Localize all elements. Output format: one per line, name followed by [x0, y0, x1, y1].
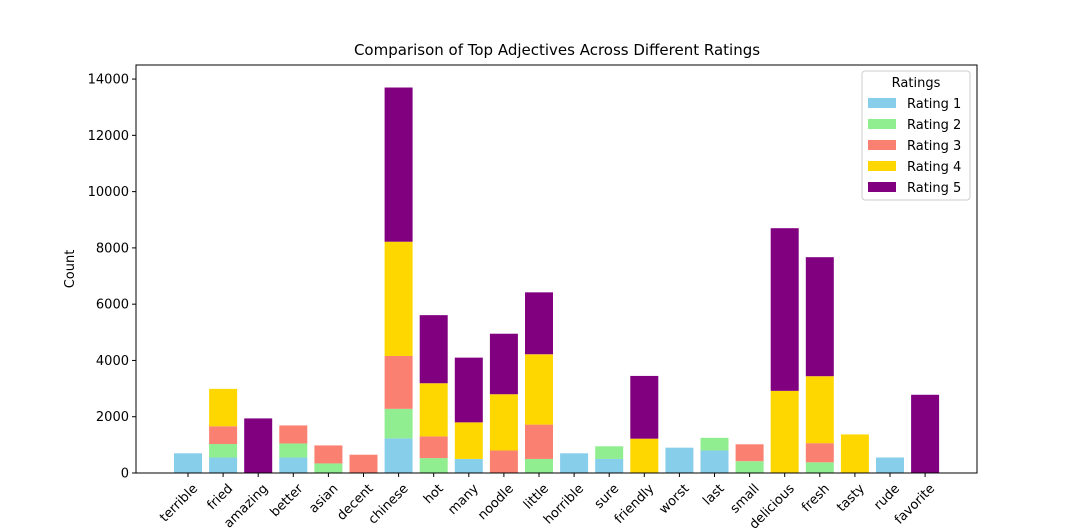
bar-chinese-rating-5: [384, 87, 413, 242]
bar-fried-rating-2: [209, 444, 238, 458]
bar-last-rating-2: [700, 437, 729, 451]
legend-label-rating-4: Rating 4: [907, 160, 961, 175]
legend-swatch-rating-3: [868, 140, 896, 150]
bar-friendly-rating-4: [630, 438, 659, 473]
chart-title: Comparison of Top Adjectives Across Diff…: [354, 41, 760, 59]
y-tick-label: 14000: [88, 73, 129, 88]
bar-chinese-rating-2: [384, 408, 413, 439]
x-tick-label: hot: [421, 481, 447, 507]
legend-swatch-rating-2: [868, 119, 896, 129]
legend-label-rating-3: Rating 3: [907, 139, 961, 154]
x-tick-label: tasty: [834, 481, 868, 515]
bar-amazing-rating-5: [244, 418, 273, 473]
x-tick-label: sure: [592, 481, 622, 511]
bar-last-rating-1: [700, 450, 729, 473]
bar-tasty-rating-4: [840, 434, 869, 473]
y-tick-label: 0: [121, 467, 129, 482]
y-tick-label: 12000: [88, 129, 129, 144]
bar-small-rating-2: [735, 461, 764, 473]
bar-delicious-rating-5: [770, 228, 799, 391]
bar-delicious-rating-4: [770, 390, 799, 473]
bar-better-rating-1: [279, 457, 308, 473]
x-tick-label: rude: [871, 481, 903, 513]
legend-label-rating-5: Rating 5: [907, 181, 961, 196]
bar-many-rating-5: [454, 357, 483, 423]
bar-small-rating-3: [735, 444, 764, 462]
bar-worst-rating-1: [665, 447, 694, 473]
legend-swatch-rating-1: [868, 98, 896, 108]
x-tick-label: terrible: [157, 481, 201, 525]
legend-swatch-rating-4: [868, 161, 896, 171]
bar-horrible-rating-1: [560, 453, 589, 473]
legend-title: Ratings: [892, 76, 941, 91]
bar-better-rating-3: [279, 425, 308, 444]
bar-favorite-rating-5: [911, 394, 940, 473]
bar-terrible-rating-1: [174, 453, 202, 473]
bar-many-rating-4: [454, 422, 483, 459]
x-tick-label: better: [268, 481, 307, 520]
bar-asian-rating-2: [314, 463, 343, 473]
bar-chinese-rating-4: [384, 241, 413, 356]
legend-label-rating-1: Rating 1: [907, 97, 961, 112]
bar-asian-rating-3: [314, 445, 343, 464]
bars-layer: [174, 87, 940, 473]
bar-sure-rating-2: [595, 446, 624, 459]
bar-little-rating-4: [525, 354, 553, 425]
bar-noodle-rating-3: [489, 450, 518, 473]
bar-decent-rating-3: [349, 454, 378, 473]
bar-chinese-rating-3: [384, 355, 413, 409]
bar-fresh-rating-3: [805, 443, 834, 463]
x-tick-label: worst: [657, 481, 693, 517]
x-tick-label: fresh: [799, 481, 833, 515]
bar-hot-rating-3: [419, 436, 448, 459]
bar-friendly-rating-5: [630, 375, 659, 439]
bar-hot-rating-4: [419, 383, 448, 437]
bar-fresh-rating-4: [805, 376, 834, 444]
bar-fried-rating-3: [209, 426, 238, 445]
legend-swatch-rating-5: [868, 182, 896, 192]
bar-fried-rating-1: [209, 457, 238, 473]
bar-many-rating-1: [454, 458, 483, 473]
plot-frame: [135, 64, 978, 474]
x-tick-label: noodle: [475, 481, 517, 523]
bar-fresh-rating-5: [805, 257, 834, 377]
x-tick-label: last: [700, 481, 727, 508]
bar-little-rating-5: [525, 292, 553, 355]
bar-little-rating-2: [525, 458, 553, 473]
y-tick-label: 6000: [96, 298, 129, 313]
y-axis: 0 2000 4000 6000 8000 10000 12000 14000: [88, 73, 136, 482]
y-tick-label: 2000: [96, 410, 129, 425]
bar-hot-rating-5: [419, 315, 448, 384]
bar-better-rating-2: [279, 443, 308, 458]
bar-noodle-rating-5: [489, 333, 518, 395]
legend-label-rating-2: Rating 2: [907, 118, 961, 133]
y-tick-label: 8000: [96, 241, 129, 256]
bar-little-rating-3: [525, 424, 553, 459]
x-tick-label: fried: [204, 481, 236, 513]
legend: Ratings Rating 1 Rating 2 Rating 3 Rating 4…: [861, 70, 971, 201]
bar-fried-rating-4: [209, 388, 238, 427]
x-tick-label: friendly: [612, 481, 658, 527]
x-tick-label: little: [521, 481, 552, 512]
bar-noodle-rating-4: [489, 394, 518, 451]
bar-sure-rating-1: [595, 458, 624, 473]
y-tick-label: 4000: [96, 354, 129, 369]
bar-rude-rating-1: [876, 457, 904, 473]
bar-hot-rating-2: [419, 458, 448, 473]
y-axis-label: Count: [63, 250, 78, 289]
y-tick-label: 10000: [88, 185, 129, 200]
bar-chinese-rating-1: [384, 438, 413, 473]
bar-fresh-rating-2: [805, 462, 834, 473]
